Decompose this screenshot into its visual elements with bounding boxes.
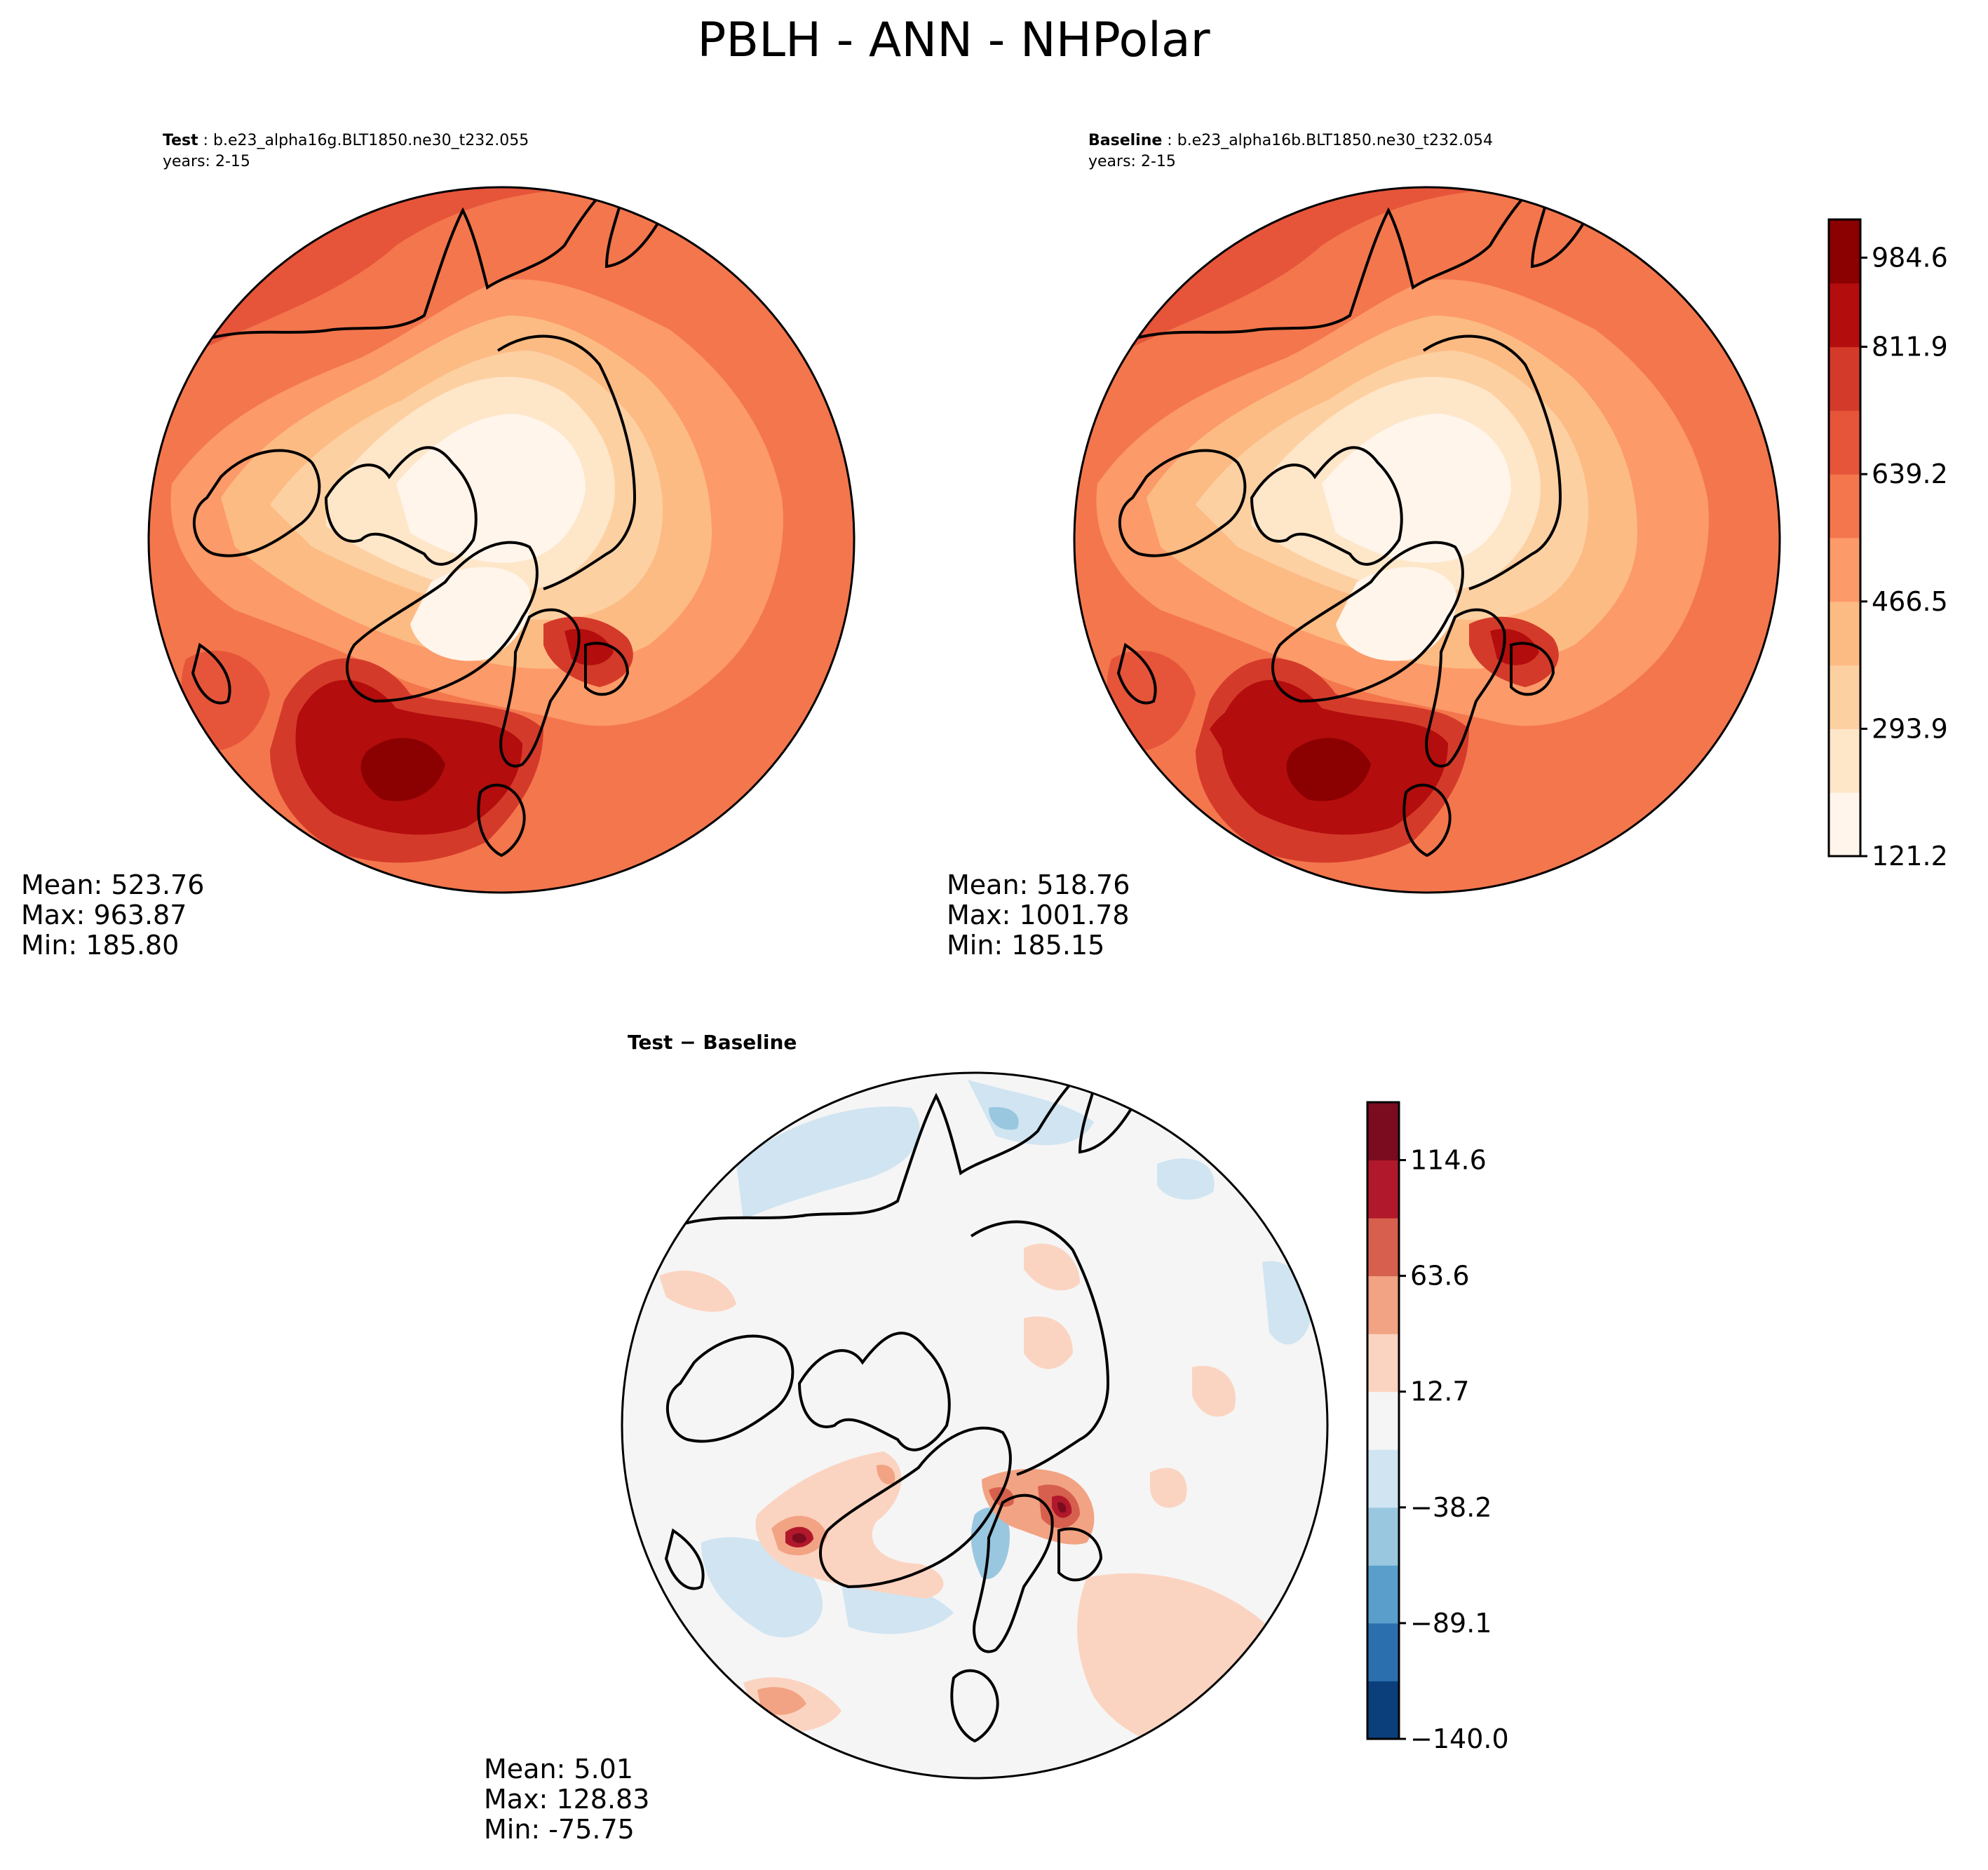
diff-map <box>622 1073 1327 1778</box>
colorbar-diff-swatch <box>1367 1334 1399 1393</box>
colorbar-diff-swatch <box>1367 1218 1399 1277</box>
baseline-case-name: b.e23_alpha16b.BLT1850.ne30_t232.054 <box>1177 132 1493 149</box>
baseline-map <box>1074 187 1780 893</box>
test-label-colon: : <box>198 132 213 149</box>
colorbar-diff-swatch <box>1367 1160 1399 1219</box>
colorbar-main-swatch <box>1829 410 1860 475</box>
baseline-max: Max: 1001.78 <box>947 900 1130 930</box>
colorbar-main-swatch <box>1829 601 1860 666</box>
colorbar-diff-tick-label: −140.0 <box>1410 1723 1509 1754</box>
baseline-label: Baseline <box>1088 132 1162 149</box>
colorbar-main-swatch <box>1829 729 1860 793</box>
colorbar-main-tick-label: 811.9 <box>1872 332 1948 363</box>
diff-panel-title: Test − Baseline <box>628 1031 797 1054</box>
baseline-years: years: 2-15 <box>1088 153 1176 170</box>
test-panel-header: Test : b.e23_alpha16g.BLT1850.ne30_t232.… <box>163 132 529 149</box>
baseline-map-boundary <box>1073 186 1781 894</box>
baseline-panel-header: Baseline : b.e23_alpha16b.BLT1850.ne30_t… <box>1088 132 1493 149</box>
diff-panel: Test − Baseline <box>484 1031 1329 1845</box>
figure-title: PBLH - ANN - NHPolar <box>697 13 1210 68</box>
test-min: Min: 185.80 <box>21 930 179 961</box>
colorbar-diff-swatch <box>1367 1275 1399 1334</box>
colorbar-main-swatch <box>1829 346 1860 411</box>
colorbar-main-tick-label: 639.2 <box>1872 459 1948 489</box>
baseline-panel: Baseline : b.e23_alpha16b.BLT1850.ne30_t… <box>947 132 1781 961</box>
colorbar-diff-swatch <box>1367 1565 1399 1624</box>
colorbar-diff-tick-label: 114.6 <box>1410 1145 1487 1176</box>
colorbar-main-tick-label: 984.6 <box>1872 242 1948 273</box>
colorbar-main-tick-label: 121.2 <box>1872 841 1948 872</box>
colorbar-main-swatch <box>1829 538 1860 602</box>
diff-label-baseline: Baseline <box>703 1031 797 1054</box>
diff-label-separator: − <box>672 1031 703 1054</box>
baseline-mean: Mean: 518.76 <box>947 869 1130 900</box>
baseline-label-colon: : <box>1162 132 1177 149</box>
colorbar-main-swatch <box>1829 283 1860 348</box>
test-years: years: 2-15 <box>163 153 250 170</box>
colorbar-diff-swatch <box>1367 1622 1399 1681</box>
colorbar-diff-tick-label: −89.1 <box>1410 1608 1492 1639</box>
test-mean: Mean: 523.76 <box>21 869 204 900</box>
diff-mean: Mean: 5.01 <box>484 1754 633 1784</box>
colorbar-main-tick-label: 466.5 <box>1872 586 1948 617</box>
colorbar-diff-tick-label: 12.7 <box>1410 1376 1470 1407</box>
colorbar-main-frame <box>1827 218 1862 858</box>
diff-map-boundary <box>621 1071 1329 1780</box>
test-case-name: b.e23_alpha16g.BLT1850.ne30_t232.055 <box>213 132 529 149</box>
colorbar-diff-swatch <box>1367 1449 1399 1508</box>
colorbar-main-swatch <box>1829 792 1860 857</box>
diff-min: Min: -75.75 <box>484 1814 635 1845</box>
colorbar-main-tick-label: 293.9 <box>1872 713 1948 744</box>
colorbar-diff-swatch <box>1367 1102 1399 1161</box>
colorbar-main-swatch <box>1829 219 1860 284</box>
test-max: Max: 963.87 <box>21 900 187 930</box>
diff-max: Max: 128.83 <box>484 1784 649 1815</box>
colorbar-diff: −140.0 −89.1 −38.2 12.7 63.6 114.6 <box>1366 1101 1509 1754</box>
colorbar-diff-swatch <box>1367 1507 1399 1566</box>
diff-label-test: Test <box>628 1031 672 1054</box>
colorbar-diff-swatch <box>1367 1681 1399 1740</box>
colorbar-diff-tick-label: −38.2 <box>1410 1492 1492 1523</box>
colorbar-main: 121.2 293.9 466.5 639.2 811.9 984.6 <box>1827 218 1948 872</box>
colorbar-main-swatch <box>1829 474 1860 538</box>
test-panel: Test : b.e23_alpha16g.BLT1850.ne30_t232.… <box>21 132 856 961</box>
colorbar-diff-swatch <box>1367 1391 1399 1450</box>
test-map <box>149 187 854 893</box>
colorbar-diff-tick-label: 63.6 <box>1410 1261 1470 1292</box>
colorbar-main-swatch <box>1829 665 1860 729</box>
test-label: Test <box>163 132 198 149</box>
baseline-min: Min: 185.15 <box>947 930 1104 961</box>
test-map-boundary <box>147 186 856 894</box>
colorbar-diff-frame <box>1366 1101 1400 1740</box>
